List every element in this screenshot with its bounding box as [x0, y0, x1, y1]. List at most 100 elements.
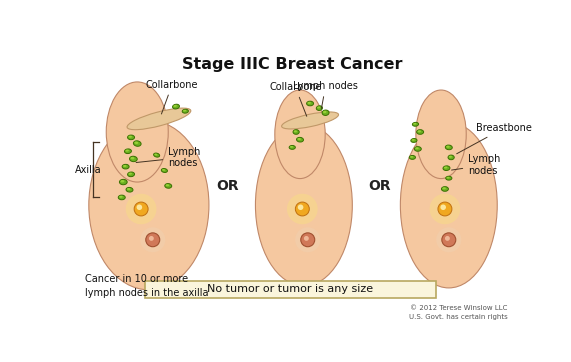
Circle shape: [445, 236, 450, 241]
FancyBboxPatch shape: [145, 281, 436, 298]
Text: Lymph nodes: Lymph nodes: [293, 81, 358, 109]
Ellipse shape: [417, 130, 421, 132]
Text: Cancer in 10 or more
lymph nodes in the axilla: Cancer in 10 or more lymph nodes in the …: [85, 274, 209, 298]
Ellipse shape: [413, 123, 416, 125]
Ellipse shape: [282, 112, 339, 129]
Ellipse shape: [443, 166, 450, 171]
Circle shape: [436, 227, 461, 252]
Ellipse shape: [119, 196, 123, 198]
Ellipse shape: [120, 180, 124, 182]
Circle shape: [287, 194, 317, 224]
Text: Breastbone: Breastbone: [457, 123, 532, 154]
Ellipse shape: [294, 130, 297, 132]
Ellipse shape: [290, 146, 293, 148]
Ellipse shape: [444, 167, 447, 169]
Ellipse shape: [127, 108, 191, 130]
Circle shape: [295, 227, 320, 252]
Ellipse shape: [275, 90, 325, 178]
Text: Collarbone: Collarbone: [269, 82, 321, 116]
Ellipse shape: [134, 141, 141, 146]
Circle shape: [304, 236, 309, 241]
Ellipse shape: [449, 156, 452, 158]
Ellipse shape: [118, 195, 125, 200]
Ellipse shape: [308, 102, 311, 104]
Text: OR: OR: [216, 179, 239, 193]
Circle shape: [298, 205, 303, 210]
Text: Lymph
nodes: Lymph nodes: [136, 147, 200, 168]
Ellipse shape: [446, 146, 450, 148]
Ellipse shape: [322, 110, 329, 115]
Ellipse shape: [165, 184, 172, 188]
Ellipse shape: [119, 179, 127, 185]
Ellipse shape: [296, 137, 303, 142]
Circle shape: [134, 202, 148, 216]
Ellipse shape: [126, 150, 129, 152]
Text: OR: OR: [368, 179, 391, 193]
Circle shape: [136, 205, 142, 210]
Ellipse shape: [297, 138, 301, 140]
Ellipse shape: [448, 155, 454, 160]
Text: Axilla: Axilla: [75, 165, 102, 176]
Ellipse shape: [410, 156, 413, 158]
Ellipse shape: [162, 169, 165, 171]
Text: Stage IIIC Breast Cancer: Stage IIIC Breast Cancer: [182, 57, 403, 72]
Ellipse shape: [293, 130, 299, 134]
Ellipse shape: [307, 101, 313, 106]
Ellipse shape: [289, 146, 295, 149]
Circle shape: [438, 202, 452, 216]
Ellipse shape: [126, 188, 133, 192]
Ellipse shape: [183, 110, 186, 111]
Ellipse shape: [415, 147, 421, 151]
Text: Collarbone: Collarbone: [146, 80, 198, 114]
Ellipse shape: [317, 106, 320, 109]
Text: No tumor or tumor is any size: No tumor or tumor is any size: [207, 284, 373, 294]
Ellipse shape: [166, 184, 169, 186]
Ellipse shape: [122, 164, 129, 169]
Ellipse shape: [446, 176, 452, 180]
Ellipse shape: [89, 121, 209, 290]
Ellipse shape: [127, 135, 135, 140]
Ellipse shape: [417, 130, 424, 134]
Ellipse shape: [400, 122, 497, 288]
Ellipse shape: [445, 145, 452, 150]
Ellipse shape: [255, 124, 352, 286]
Circle shape: [126, 194, 156, 224]
Ellipse shape: [154, 153, 158, 155]
Text: Lymph
nodes: Lymph nodes: [452, 154, 501, 176]
Circle shape: [140, 227, 166, 252]
Ellipse shape: [128, 173, 132, 175]
Ellipse shape: [131, 157, 134, 159]
Circle shape: [429, 194, 460, 224]
Ellipse shape: [154, 153, 160, 157]
Ellipse shape: [412, 139, 415, 141]
Ellipse shape: [411, 139, 417, 142]
Ellipse shape: [124, 149, 131, 153]
Text: © 2012 Terese Winslow LLC
U.S. Govt. has certain rights: © 2012 Terese Winslow LLC U.S. Govt. has…: [409, 305, 508, 320]
Ellipse shape: [161, 169, 167, 172]
Circle shape: [440, 205, 446, 210]
Ellipse shape: [182, 109, 188, 113]
Circle shape: [146, 233, 160, 247]
Ellipse shape: [172, 104, 179, 109]
Circle shape: [149, 236, 154, 241]
Ellipse shape: [127, 172, 135, 177]
Circle shape: [301, 233, 315, 247]
Ellipse shape: [134, 142, 138, 144]
Ellipse shape: [130, 156, 137, 162]
Ellipse shape: [106, 82, 168, 182]
Ellipse shape: [441, 187, 448, 191]
Circle shape: [295, 202, 309, 216]
Ellipse shape: [127, 188, 130, 190]
Ellipse shape: [174, 105, 177, 107]
Ellipse shape: [323, 111, 327, 113]
Ellipse shape: [447, 177, 449, 178]
Ellipse shape: [412, 122, 419, 126]
Ellipse shape: [409, 155, 416, 159]
Circle shape: [442, 233, 456, 247]
Ellipse shape: [316, 106, 323, 110]
Ellipse shape: [415, 147, 419, 149]
Ellipse shape: [416, 90, 467, 178]
Ellipse shape: [128, 136, 132, 138]
Ellipse shape: [443, 187, 446, 189]
Ellipse shape: [123, 165, 127, 167]
